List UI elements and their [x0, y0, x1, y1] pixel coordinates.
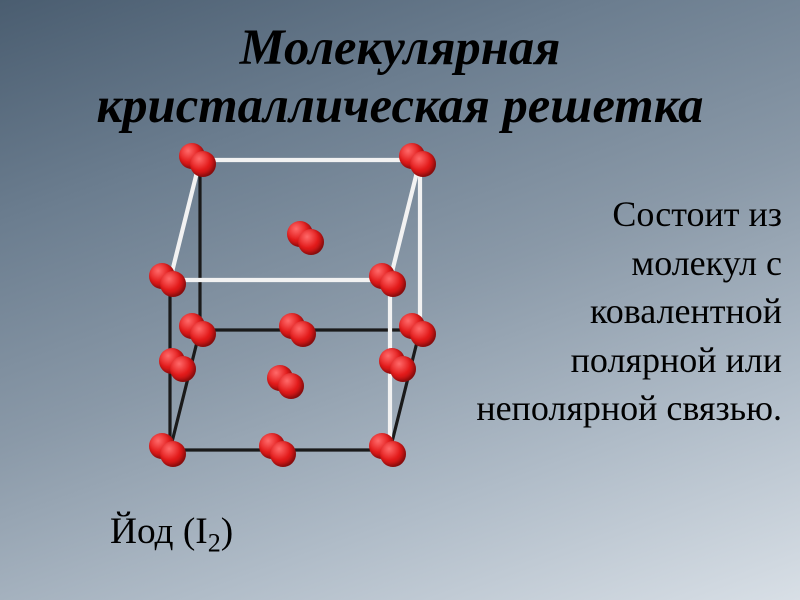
caption-prefix: Йод (I	[110, 511, 208, 552]
caption-subscript: 2	[208, 528, 221, 557]
lattice-diagram	[40, 150, 440, 510]
description-line: молекул с	[452, 239, 782, 288]
lattice-edge	[390, 160, 420, 280]
title-line1: Молекулярная	[0, 18, 800, 76]
description-line: Состоит из	[452, 190, 782, 239]
description-line: полярной или	[452, 336, 782, 385]
description-line: неполярной связью.	[452, 384, 782, 433]
lattice-edge	[170, 160, 200, 280]
caption-label: Йод (I2)	[110, 510, 233, 558]
description-line: ковалентной	[452, 287, 782, 336]
description-block: Состоит измолекул сковалентнойполярной и…	[452, 190, 782, 433]
caption-suffix: )	[221, 511, 233, 552]
title-line2: кристаллическая решетка	[0, 76, 800, 134]
page-title: Молекулярная кристаллическая решетка	[0, 0, 800, 135]
